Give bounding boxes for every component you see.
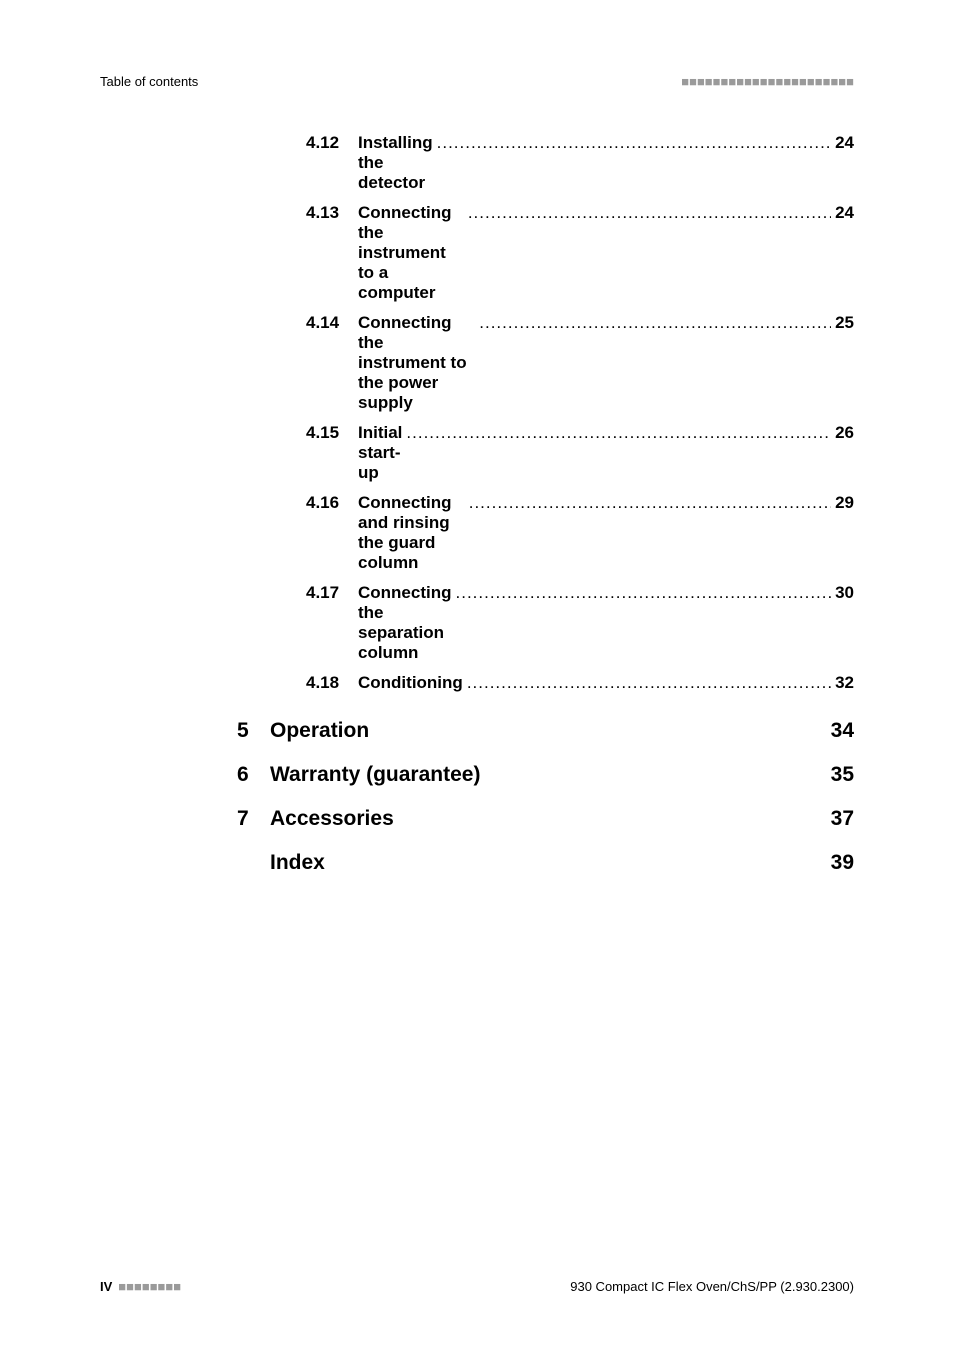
toc-row: 4.15 Initial start-up 26 bbox=[306, 423, 854, 483]
toc-num: 4.12 bbox=[306, 133, 358, 153]
toc-page: 29 bbox=[835, 493, 854, 513]
chapter-title: Operation bbox=[270, 719, 831, 743]
chapter-page: 34 bbox=[831, 719, 854, 743]
toc-row: 4.17 Connecting the separation column 30 bbox=[306, 583, 854, 663]
toc-page: 26 bbox=[835, 423, 854, 443]
running-head: Table of contents ■■■■■■■■■■■■■■■■■■■■■■ bbox=[100, 74, 854, 89]
footer: IV ■■■■■■■■ 930 Compact IC Flex Oven/ChS… bbox=[100, 1279, 854, 1294]
toc-row: 4.12 Installing the detector 24 bbox=[306, 133, 854, 193]
toc-chapters: 5 Operation 34 6 Warranty (guarantee) 35… bbox=[237, 719, 854, 875]
toc-leader bbox=[468, 203, 831, 223]
toc-leader bbox=[479, 313, 831, 333]
running-head-left: Table of contents bbox=[100, 74, 198, 89]
toc-leader bbox=[437, 133, 831, 153]
toc-num: 4.13 bbox=[306, 203, 358, 223]
toc-leader bbox=[469, 493, 831, 513]
chapter-row: 7 Accessories 37 bbox=[237, 807, 854, 831]
chapter-row: Index 39 bbox=[237, 851, 854, 875]
toc-leader bbox=[406, 423, 831, 443]
chapter-page: 37 bbox=[831, 807, 854, 831]
footer-left: IV ■■■■■■■■ bbox=[100, 1279, 181, 1294]
toc-title: Connecting the instrument to the power s… bbox=[358, 313, 475, 413]
toc-num: 4.17 bbox=[306, 583, 358, 603]
toc-row: 4.16 Connecting and rinsing the guard co… bbox=[306, 493, 854, 573]
toc-page: 32 bbox=[835, 673, 854, 693]
page-marker: IV bbox=[100, 1279, 112, 1294]
toc-title: Connecting the instrument to a computer bbox=[358, 203, 464, 303]
toc-row: 4.18 Conditioning 32 bbox=[306, 673, 854, 693]
toc-row: 4.13 Connecting the instrument to a comp… bbox=[306, 203, 854, 303]
chapter-row: 5 Operation 34 bbox=[237, 719, 854, 743]
toc-num: 4.16 bbox=[306, 493, 358, 513]
chapter-page: 35 bbox=[831, 763, 854, 787]
toc-leader bbox=[456, 583, 832, 603]
toc-row: 4.14 Connecting the instrument to the po… bbox=[306, 313, 854, 413]
chapter-row: 6 Warranty (guarantee) 35 bbox=[237, 763, 854, 787]
footer-right: 930 Compact IC Flex Oven/ChS/PP (2.930.2… bbox=[570, 1279, 854, 1294]
footer-dashes: ■■■■■■■■ bbox=[118, 1279, 181, 1294]
chapter-num: 6 bbox=[237, 763, 270, 787]
toc-num: 4.14 bbox=[306, 313, 358, 333]
toc-page: 25 bbox=[835, 313, 854, 333]
toc-title: Conditioning bbox=[358, 673, 463, 693]
chapter-title: Index bbox=[270, 851, 831, 875]
toc-title: Initial start-up bbox=[358, 423, 402, 483]
chapter-title: Accessories bbox=[270, 807, 831, 831]
page: Table of contents ■■■■■■■■■■■■■■■■■■■■■■… bbox=[0, 0, 954, 1350]
chapter-num: 7 bbox=[237, 807, 270, 831]
chapter-num: 5 bbox=[237, 719, 270, 743]
running-head-dashes: ■■■■■■■■■■■■■■■■■■■■■■ bbox=[681, 74, 854, 89]
toc-num: 4.18 bbox=[306, 673, 358, 693]
toc-title: Connecting and rinsing the guard column bbox=[358, 493, 465, 573]
toc-page: 30 bbox=[835, 583, 854, 603]
toc-page: 24 bbox=[835, 133, 854, 153]
chapter-title: Warranty (guarantee) bbox=[270, 763, 831, 787]
toc-title: Connecting the separation column bbox=[358, 583, 452, 663]
toc-num: 4.15 bbox=[306, 423, 358, 443]
toc-subsections: 4.12 Installing the detector 24 4.13 Con… bbox=[306, 133, 854, 693]
toc-leader bbox=[467, 673, 831, 693]
toc-page: 24 bbox=[835, 203, 854, 223]
chapter-page: 39 bbox=[831, 851, 854, 875]
toc-title: Installing the detector bbox=[358, 133, 433, 193]
